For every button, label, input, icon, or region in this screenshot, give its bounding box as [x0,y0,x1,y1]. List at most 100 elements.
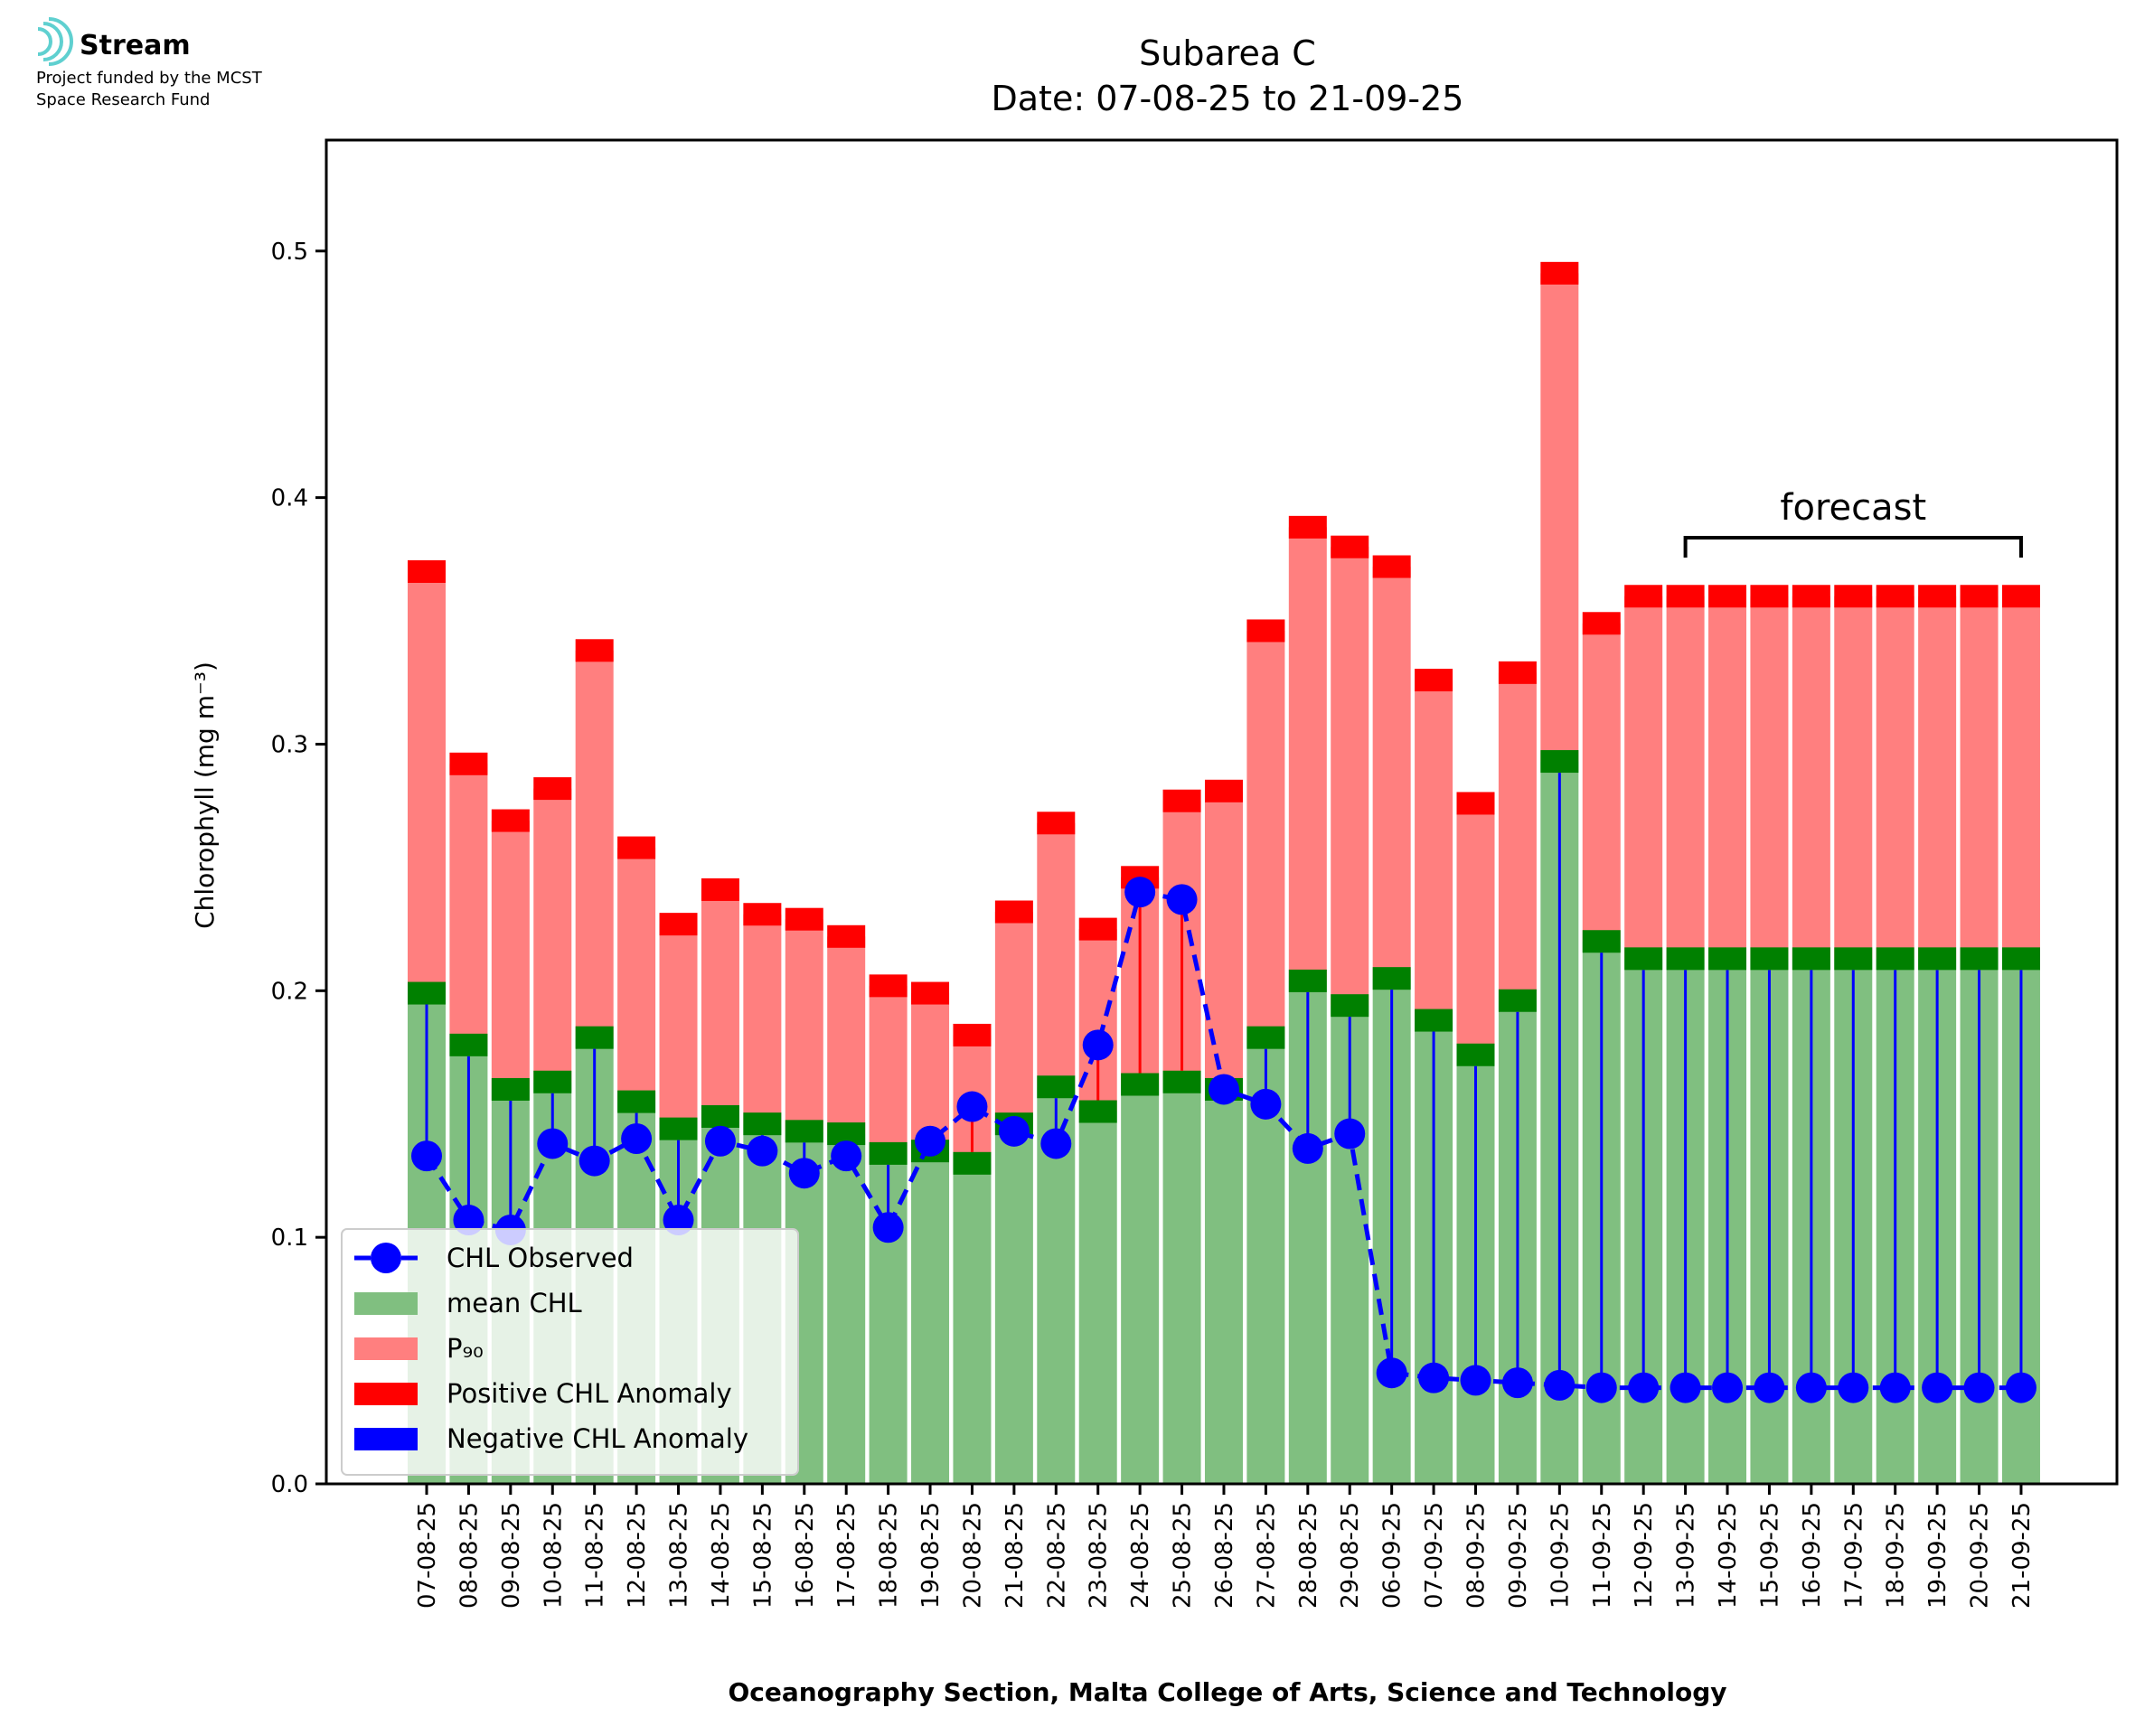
mean-cap [449,1033,488,1056]
mean-cap [1624,947,1663,971]
mean-cap [2001,947,2040,971]
observed-point [1963,1372,1995,1403]
observed-point [747,1135,778,1167]
p90-bar [575,650,614,1038]
mean-cap [575,1026,614,1049]
p90-cap [1792,585,1830,608]
p90-bar [911,993,950,1151]
p90-cap [827,924,866,948]
forecast-bracket [1683,536,2023,558]
p90-cap [2001,585,2040,608]
y-axis-label: Chlorophyll (mg m⁻³) [190,662,220,929]
p90-bar [2001,596,2040,959]
x-tick-label: 10-09-25 [1547,1502,1574,1609]
p90-cap [1204,779,1243,802]
observed-point [1585,1372,1617,1403]
mean-cap [869,1141,908,1165]
observed-point [872,1212,904,1243]
logo-name: Stream [80,30,191,61]
mean-cap [743,1112,782,1136]
observed-point [1208,1074,1239,1105]
mean-bar [1078,1112,1117,1484]
p90-bar [1876,596,1914,959]
p90-cap [1582,612,1621,635]
logo: Stream Project funded by the MCST Space … [36,17,263,109]
observed-point [1922,1372,1953,1403]
mean-cap [1582,930,1621,953]
observed-point [998,1115,1030,1147]
p90-bar [1666,596,1705,959]
mean-cap [1288,969,1327,992]
p90-bar [1960,596,1999,959]
p90-bar [1415,680,1453,1021]
observed-point [788,1158,820,1189]
x-tick-label: 26-08-25 [1211,1502,1238,1609]
x-tick-label: 29-08-25 [1337,1502,1364,1609]
observed-point [1040,1128,1072,1159]
legend: CHL Observed mean CHL P₉₀ Positive CHL Anom… [341,1228,799,1476]
x-tick-label: 13-09-25 [1673,1502,1700,1609]
p90-bar [1792,596,1830,959]
x-tick-label: 19-09-25 [1924,1502,1952,1609]
mean-cap [1162,1070,1201,1093]
p90-bar [617,848,656,1103]
logo-caption-line2: Space Research Fund [36,90,210,109]
p90-cap [1876,585,1914,608]
p90-cap [533,777,572,801]
p90-bar [1834,596,1873,959]
x-tick-label: 21-08-25 [1002,1502,1029,1609]
mean-cap [1078,1100,1117,1123]
x-tick-label: 07-08-25 [414,1502,441,1609]
observed-point [1670,1372,1701,1403]
y-tick-label: 0.3 [271,731,308,758]
mean-cap [1918,947,1957,971]
mean-cap [659,1117,698,1140]
mean-cap [1792,947,1830,971]
x-tick-label: 20-09-25 [1967,1502,1994,1609]
x-tick-label: 19-08-25 [917,1502,945,1609]
p90-cap [1331,535,1369,558]
mean-cap [617,1090,656,1113]
x-tick-label: 17-09-25 [1840,1502,1867,1609]
mean-cap [1331,994,1369,1018]
x-tick-label: 09-08-25 [498,1502,525,1609]
p90-bar [1331,547,1369,1006]
observed-point [1292,1132,1323,1164]
p90-cap [1540,261,1579,285]
p90-cap [1078,917,1117,941]
p90-cap [1750,585,1789,608]
legend-swatch [354,1428,418,1450]
p90-cap [449,752,488,775]
p90-bar [408,571,446,994]
legend-swatch [354,1337,418,1360]
p90-cap [659,913,698,936]
observed-point [1124,877,1156,908]
p90-bar [701,889,739,1117]
mean-cap [1540,750,1579,774]
observed-point [1838,1372,1869,1403]
mean-bar [911,1150,950,1484]
observed-point [1166,884,1198,915]
legend-label: CHL Observed [447,1243,634,1273]
p90-bar [1204,791,1243,1090]
observed-point [453,1205,484,1236]
y-tick-label: 0.1 [271,1225,308,1252]
p90-cap [1288,515,1327,539]
mean-cap [1876,947,1914,971]
x-tick-label: 16-08-25 [792,1502,819,1609]
observed-point [1754,1372,1785,1403]
x-tick-label: 11-09-25 [1589,1502,1616,1609]
legend-swatch [354,1383,418,1405]
mean-cap [1121,1073,1160,1096]
observed-point [1418,1362,1450,1393]
p90-cap [1246,619,1285,643]
x-tick-label: 18-08-25 [876,1502,903,1609]
chart-subtitle: Date: 07-08-25 to 21-09-25 [992,79,1464,118]
observed-point [1795,1372,1827,1403]
mean-cap [1666,947,1705,971]
legend-label: Negative CHL Anomaly [447,1423,748,1454]
x-tick-label: 08-09-25 [1463,1502,1491,1609]
p90-cap [408,559,446,583]
x-tick-label: 18-09-25 [1883,1502,1910,1609]
p90-bar [1708,596,1747,959]
